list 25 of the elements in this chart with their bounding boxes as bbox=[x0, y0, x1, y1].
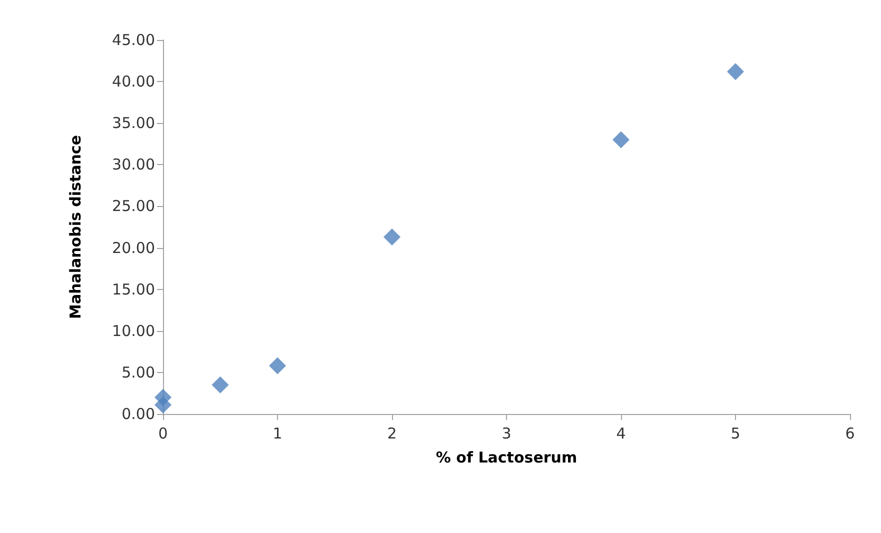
y-tick-label: 15.00 bbox=[112, 280, 155, 298]
x-tick-label: 4 bbox=[616, 424, 626, 442]
y-tick-label: 40.00 bbox=[112, 72, 155, 91]
y-tick-label: 10.00 bbox=[112, 322, 155, 340]
y-tick-label: 45.00 bbox=[112, 31, 155, 49]
x-tick-label: 1 bbox=[272, 424, 282, 442]
point bbox=[727, 63, 744, 80]
x-tick-label: 3 bbox=[502, 424, 512, 442]
x-axis-title: % of Lactoserum bbox=[436, 448, 578, 466]
point bbox=[269, 357, 286, 374]
y-tick-label: 20.00 bbox=[112, 238, 155, 257]
y-tick-label: 0.00 bbox=[122, 405, 155, 423]
point bbox=[154, 388, 172, 406]
y-tick-label: 5.00 bbox=[122, 363, 155, 382]
y-tick-label: 30.00 bbox=[112, 156, 155, 174]
x-tick-label: 0 bbox=[158, 424, 168, 442]
y-tick-label: 35.00 bbox=[112, 114, 155, 132]
point bbox=[384, 228, 400, 246]
x-tick-label: 5 bbox=[730, 424, 740, 442]
point bbox=[612, 131, 630, 148]
y-axis-title: Mahalanobis distance bbox=[66, 135, 84, 319]
x-tick-label: 6 bbox=[845, 424, 855, 442]
x-tick-label: 2 bbox=[387, 424, 397, 442]
point bbox=[212, 376, 229, 394]
y-tick-label: 25.00 bbox=[112, 197, 155, 216]
